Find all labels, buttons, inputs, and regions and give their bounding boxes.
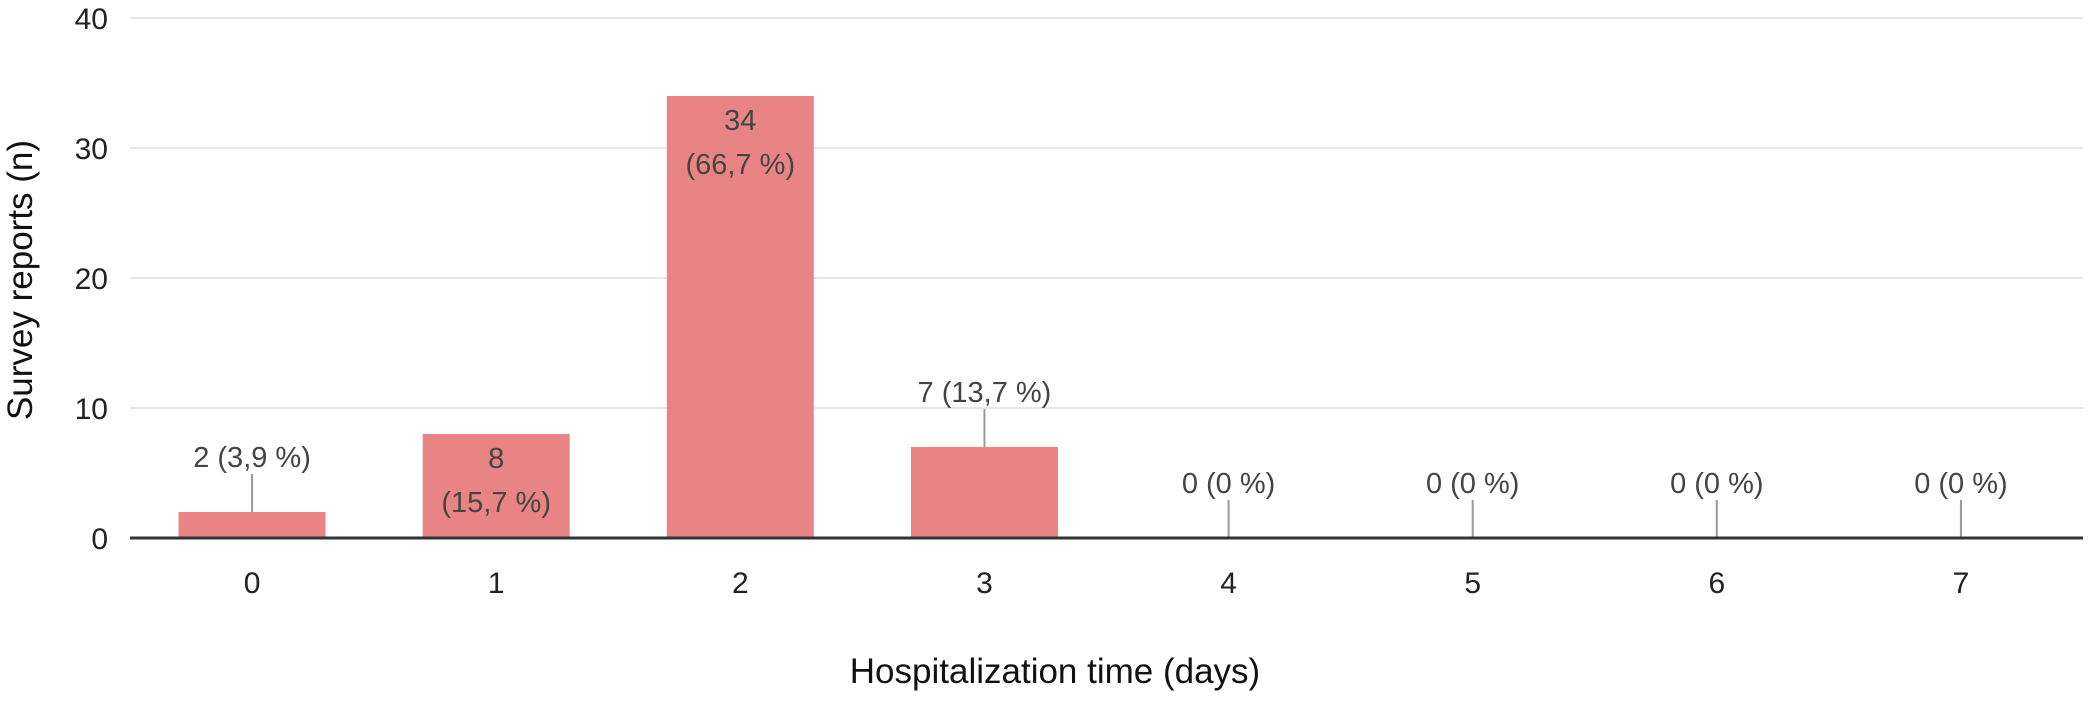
label-leader-lines <box>251 409 1962 538</box>
x-tick-label: 4 <box>1220 567 1237 600</box>
x-tick-label: 6 <box>1708 567 1725 600</box>
data-label: 7 (13,7 %) <box>918 377 1052 409</box>
x-tick-label: 7 <box>1953 567 1970 600</box>
data-labels: 2 (3,9 %) 8 (15,7 %) 34 (66,7 %) 7 (13,7 %) 0 … <box>193 105 2007 519</box>
x-tick-label: 2 <box>732 567 749 600</box>
y-tick-label: 40 <box>75 3 108 36</box>
data-label: 0 (0 %) <box>1914 468 2007 500</box>
y-tick-labels: 0 10 20 30 40 <box>75 3 108 556</box>
x-tick-label: 3 <box>976 567 993 600</box>
data-label: 0 (0 %) <box>1670 468 1763 500</box>
y-axis-title: Survey reports (n) <box>1 140 40 420</box>
bar <box>178 512 326 538</box>
x-tick-label: 5 <box>1464 567 1481 600</box>
data-label: (66,7 %) <box>686 149 796 181</box>
bar <box>910 447 1058 538</box>
bar <box>666 96 814 538</box>
data-label: 34 <box>724 105 756 137</box>
y-tick-label: 30 <box>75 133 108 166</box>
gridlines <box>130 17 2083 409</box>
bar <box>422 434 570 538</box>
data-label: 2 (3,9 %) <box>193 442 311 474</box>
y-tick-label: 20 <box>75 263 108 296</box>
y-tick-label: 10 <box>75 393 108 426</box>
x-tick-label: 1 <box>488 567 505 600</box>
data-label: (15,7 %) <box>441 487 551 519</box>
bars <box>178 96 1058 538</box>
x-tick-labels: 0 1 2 3 4 5 6 7 <box>244 567 1970 600</box>
x-axis-title: Hospitalization time (days) <box>850 652 1260 691</box>
data-label: 0 (0 %) <box>1182 468 1275 500</box>
data-label: 0 (0 %) <box>1426 468 1519 500</box>
data-label: 8 <box>488 443 504 475</box>
y-tick-label: 0 <box>91 523 108 556</box>
x-tick-label: 0 <box>244 567 261 600</box>
